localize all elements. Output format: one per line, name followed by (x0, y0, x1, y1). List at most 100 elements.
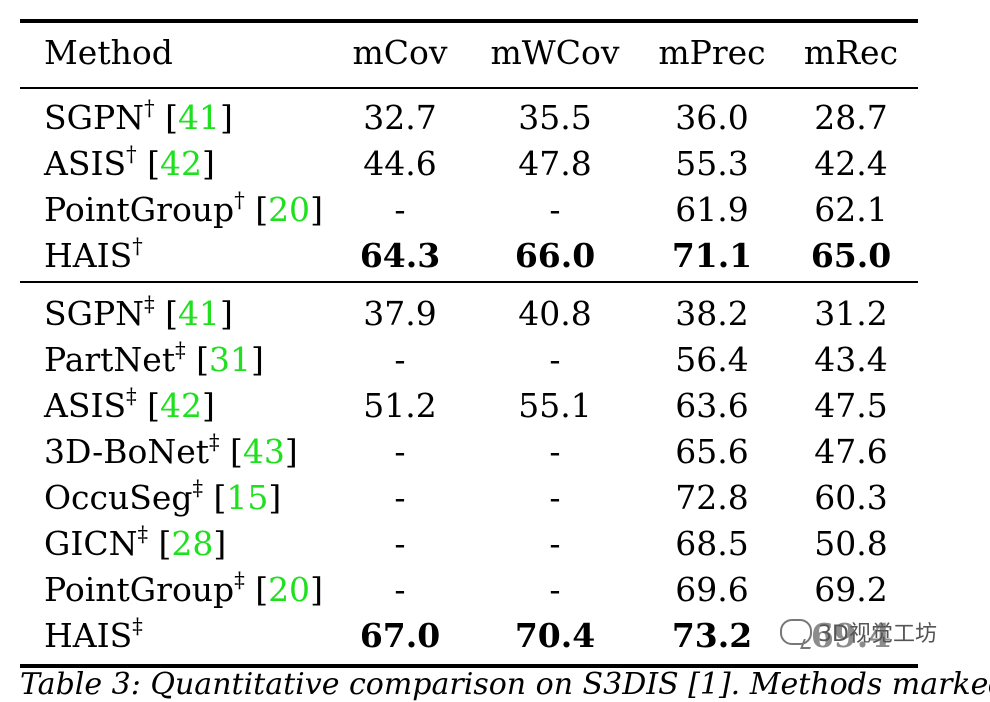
value-mcov: - (394, 432, 406, 471)
table-row: PointGroup‡ [20] - - 69.6 69.2 (0, 567, 990, 613)
value-mwcov: - (549, 190, 561, 229)
table-row: SGPN† [41] 32.7 35.5 36.0 28.7 (0, 95, 990, 141)
value-mrec: 47.5 (814, 386, 888, 425)
header-mrec: mRec (803, 33, 899, 72)
citation-link[interactable]: 28 (171, 524, 214, 563)
bottom-rule (20, 664, 918, 668)
header-rule (20, 87, 918, 89)
method-cell: ASIS‡ [42] (44, 383, 215, 429)
table-caption: Table 3: Quantitative comparison on S3DI… (20, 667, 990, 702)
value-mprec: 72.8 (675, 478, 749, 517)
method-name: SGPN (44, 294, 145, 333)
value-mwcov: 70.4 (514, 616, 596, 655)
citation-link[interactable]: 20 (268, 190, 311, 229)
value-mprec: 38.2 (675, 294, 749, 333)
citation-close-bracket: ] (219, 98, 233, 137)
method-cell: HAIS† (44, 233, 143, 279)
method-cell: SGPN† [41] (44, 95, 233, 141)
header-mcov: mCov (352, 33, 448, 72)
citation-open-bracket: [ (158, 524, 172, 563)
method-name: PointGroup (44, 570, 235, 609)
method-cell: PartNet‡ [31] (44, 337, 264, 383)
citation-open-bracket: [ (147, 386, 160, 425)
table-row: PointGroup† [20] - - 61.9 62.1 (0, 187, 990, 233)
value-mrec: 62.1 (814, 190, 888, 229)
method-mark: † (132, 234, 143, 258)
watermark-text: 3D视觉工坊 (818, 622, 937, 647)
method-name: 3D-BoNet (44, 432, 209, 471)
citation-link[interactable]: 15 (226, 478, 269, 517)
citation-close-bracket: ] (310, 570, 323, 609)
method-name: SGPN (44, 98, 145, 137)
method-name: HAIS (44, 236, 133, 275)
method-cell: HAIS‡ (44, 613, 143, 659)
table-row: SGPN‡ [41] 37.9 40.8 38.2 31.2 (0, 291, 990, 337)
value-mprec: 69.6 (675, 570, 749, 609)
method-name: PartNet (44, 340, 176, 379)
method-name: GICN (44, 524, 138, 563)
method-mark: ‡ (132, 614, 143, 638)
citation-open-bracket: [ (165, 294, 178, 333)
method-cell: SGPN‡ [41] (44, 291, 233, 337)
method-cell: PointGroup† [20] (44, 187, 323, 233)
header-mprec: mPrec (658, 33, 766, 72)
value-mprec: 55.3 (675, 144, 749, 183)
value-mrec: 31.2 (814, 294, 888, 333)
value-mprec: 63.6 (675, 386, 749, 425)
value-mcov: 44.6 (363, 144, 437, 183)
value-mwcov: - (549, 570, 561, 609)
citation-close-bracket: ] (201, 144, 215, 183)
value-mprec: 73.2 (671, 616, 753, 655)
method-cell: OccuSeg‡ [15] (44, 475, 281, 521)
citation-link[interactable]: 43 (242, 432, 285, 471)
citation-link[interactable]: 20 (268, 570, 311, 609)
method-name: ASIS (44, 386, 127, 425)
method-cell: ASIS† [42] (44, 141, 215, 187)
value-mwcov: 47.8 (518, 144, 592, 183)
value-mwcov: - (549, 478, 561, 517)
citation-open-bracket: [ (255, 570, 269, 609)
citation-close-bracket: ] (268, 478, 282, 517)
table-row: ASIS‡ [42] 51.2 55.1 63.6 47.5 (0, 383, 990, 429)
header-mwcov: mWCov (490, 33, 620, 72)
method-cell: PointGroup‡ [20] (44, 567, 323, 613)
value-mprec: 71.1 (671, 236, 753, 275)
table-row: OccuSeg‡ [15] - - 72.8 60.3 (0, 475, 990, 521)
value-mcov: - (394, 570, 406, 609)
value-mcov: - (394, 340, 406, 379)
value-mrec: 69.2 (814, 570, 888, 609)
citation-open-bracket: [ (147, 144, 160, 183)
citation-close-bracket: ] (219, 294, 233, 333)
value-mwcov: 55.1 (518, 386, 592, 425)
table-row: 3D-BoNet‡ [43] - - 65.6 47.6 (0, 429, 990, 475)
value-mwcov: 40.8 (518, 294, 592, 333)
value-mwcov: 66.0 (514, 236, 596, 275)
method-mark: ‡ (126, 384, 137, 408)
citation-link[interactable]: 42 (159, 144, 202, 183)
citation-open-bracket: [ (196, 340, 209, 379)
value-mrec: 47.6 (814, 432, 888, 471)
citation-close-bracket: ] (250, 340, 264, 379)
method-mark: † (234, 188, 245, 212)
value-mrec: 50.8 (814, 524, 888, 563)
citation-link[interactable]: 31 (208, 340, 251, 379)
value-mcov: - (394, 478, 406, 517)
value-mprec: 36.0 (675, 98, 749, 137)
value-mcov: - (394, 524, 406, 563)
citation-close-bracket: ] (201, 386, 215, 425)
citation-link[interactable]: 42 (159, 386, 202, 425)
value-mcov: 37.9 (363, 294, 437, 333)
method-mark: ‡ (209, 430, 220, 454)
citation-link[interactable]: 41 (177, 294, 220, 333)
value-mprec: 65.6 (675, 432, 749, 471)
citation-open-bracket: [ (255, 190, 269, 229)
table-row: PartNet‡ [31] - - 56.4 43.4 (0, 337, 990, 383)
value-mrec: 28.7 (814, 98, 888, 137)
table-row: GICN‡ [28] - - 68.5 50.8 (0, 521, 990, 567)
method-name: OccuSeg (44, 478, 193, 517)
citation-close-bracket: ] (310, 190, 323, 229)
watermark: 3D视觉工坊 (776, 614, 941, 650)
value-mwcov: - (549, 340, 561, 379)
header-method: Method (44, 33, 173, 72)
citation-link[interactable]: 41 (177, 98, 220, 137)
